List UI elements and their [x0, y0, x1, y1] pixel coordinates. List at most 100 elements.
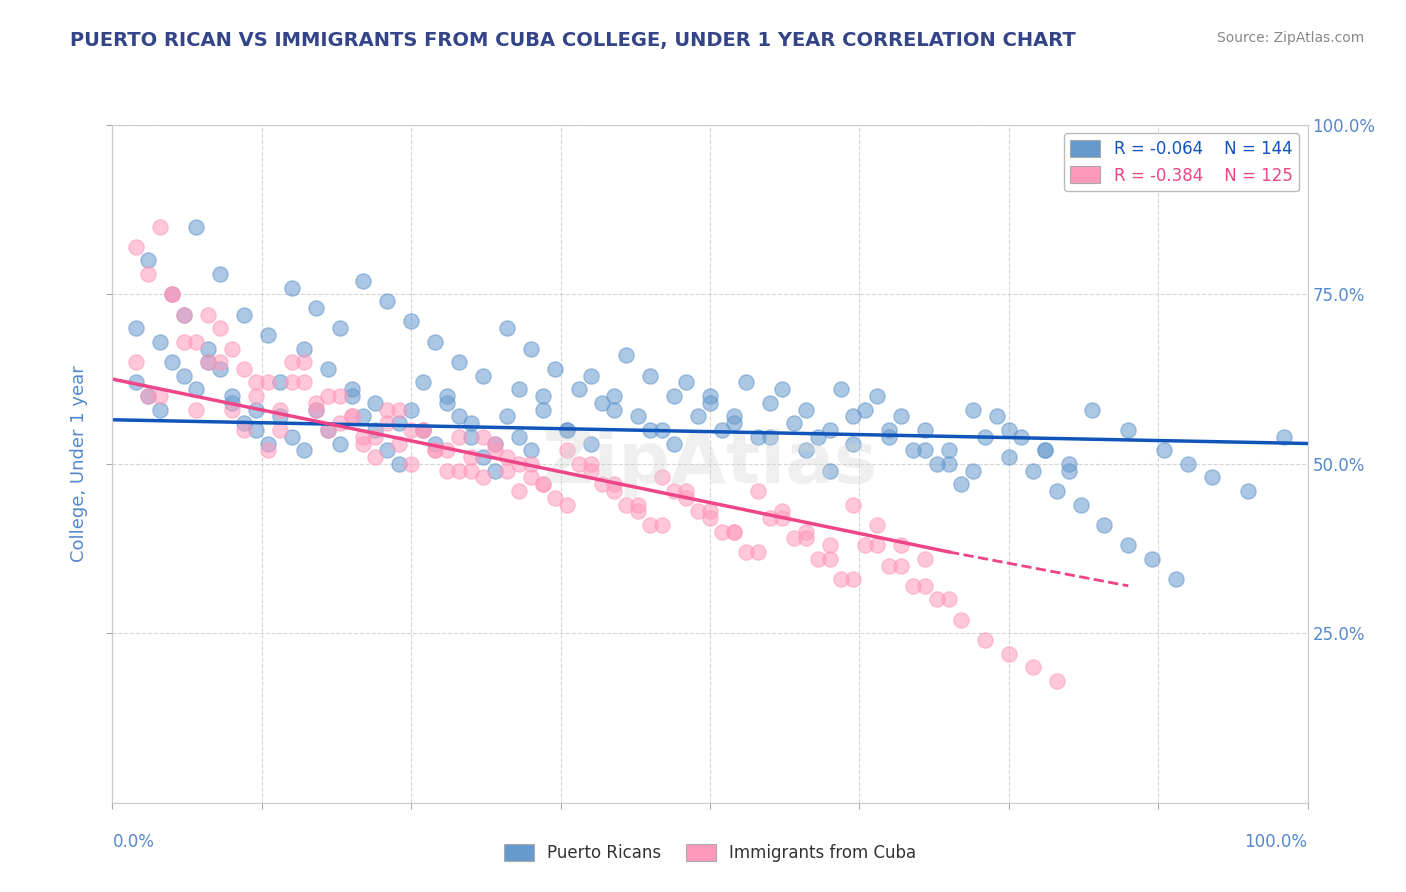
Point	[186, 402, 208, 417]
Point	[877, 423, 900, 437]
Point	[388, 416, 411, 430]
Point	[436, 443, 458, 458]
Point	[508, 483, 530, 498]
Point	[173, 368, 195, 383]
Point	[664, 436, 686, 450]
Point	[472, 450, 495, 464]
Point	[460, 430, 482, 444]
Point	[686, 504, 709, 518]
Point	[496, 464, 519, 478]
Point	[711, 524, 734, 539]
Point	[638, 423, 662, 437]
Point	[723, 416, 745, 430]
Point	[496, 409, 519, 424]
Point	[340, 389, 363, 403]
Point	[877, 558, 900, 573]
Point	[352, 274, 374, 288]
Point	[484, 443, 506, 458]
Point	[208, 362, 231, 376]
Point	[388, 457, 411, 471]
Point	[340, 409, 363, 424]
Point	[866, 389, 889, 403]
Point	[208, 267, 231, 281]
Point	[401, 457, 423, 471]
Point	[614, 498, 637, 512]
Text: 100.0%: 100.0%	[1244, 833, 1308, 851]
Point	[257, 376, 280, 390]
Point	[1081, 402, 1104, 417]
Point	[962, 464, 984, 478]
Point	[221, 402, 243, 417]
Point	[173, 334, 195, 349]
Point	[830, 382, 852, 396]
Point	[412, 376, 434, 390]
Point	[818, 538, 841, 552]
Point	[436, 396, 458, 410]
Point	[304, 301, 326, 315]
Point	[364, 450, 387, 464]
Point	[890, 538, 912, 552]
Point	[316, 389, 339, 403]
Point	[830, 572, 852, 586]
Point	[925, 592, 948, 607]
Point	[377, 443, 399, 458]
Point	[890, 409, 912, 424]
Point	[162, 287, 183, 301]
Point	[1010, 430, 1032, 444]
Point	[759, 430, 782, 444]
Point	[388, 402, 411, 417]
Point	[269, 423, 291, 437]
Point	[472, 430, 495, 444]
Point	[269, 402, 291, 417]
Point	[962, 402, 984, 417]
Point	[352, 430, 374, 444]
Point	[567, 382, 591, 396]
Point	[292, 342, 315, 356]
Point	[603, 402, 626, 417]
Point	[627, 409, 650, 424]
Point	[292, 443, 315, 458]
Point	[460, 450, 482, 464]
Point	[531, 477, 554, 491]
Point	[388, 436, 411, 450]
Point	[699, 504, 721, 518]
Point	[460, 416, 482, 430]
Point	[401, 314, 423, 328]
Point	[638, 368, 662, 383]
Point	[818, 423, 841, 437]
Point	[531, 402, 554, 417]
Point	[949, 613, 972, 627]
Point	[579, 464, 602, 478]
Point	[447, 430, 470, 444]
Point	[579, 457, 602, 471]
Point	[591, 477, 613, 491]
Point	[686, 409, 709, 424]
Point	[377, 416, 399, 430]
Point	[877, 430, 900, 444]
Point	[316, 423, 339, 437]
Point	[675, 491, 697, 505]
Point	[304, 402, 326, 417]
Point	[520, 342, 543, 356]
Point	[747, 545, 769, 559]
Point	[651, 517, 673, 532]
Point	[842, 498, 865, 512]
Point	[842, 436, 865, 450]
Point	[890, 558, 912, 573]
Point	[759, 396, 782, 410]
Point	[914, 423, 936, 437]
Point	[651, 423, 673, 437]
Point	[340, 409, 363, 424]
Point	[232, 423, 256, 437]
Point	[377, 294, 399, 309]
Point	[292, 355, 315, 369]
Point	[508, 457, 530, 471]
Point	[460, 464, 482, 478]
Point	[555, 423, 578, 437]
Legend: Puerto Ricans, Immigrants from Cuba: Puerto Ricans, Immigrants from Cuba	[496, 838, 924, 869]
Point	[292, 376, 315, 390]
Point	[794, 443, 817, 458]
Point	[245, 423, 267, 437]
Point	[412, 423, 434, 437]
Text: PUERTO RICAN VS IMMIGRANTS FROM CUBA COLLEGE, UNDER 1 YEAR CORRELATION CHART: PUERTO RICAN VS IMMIGRANTS FROM CUBA COL…	[70, 31, 1076, 50]
